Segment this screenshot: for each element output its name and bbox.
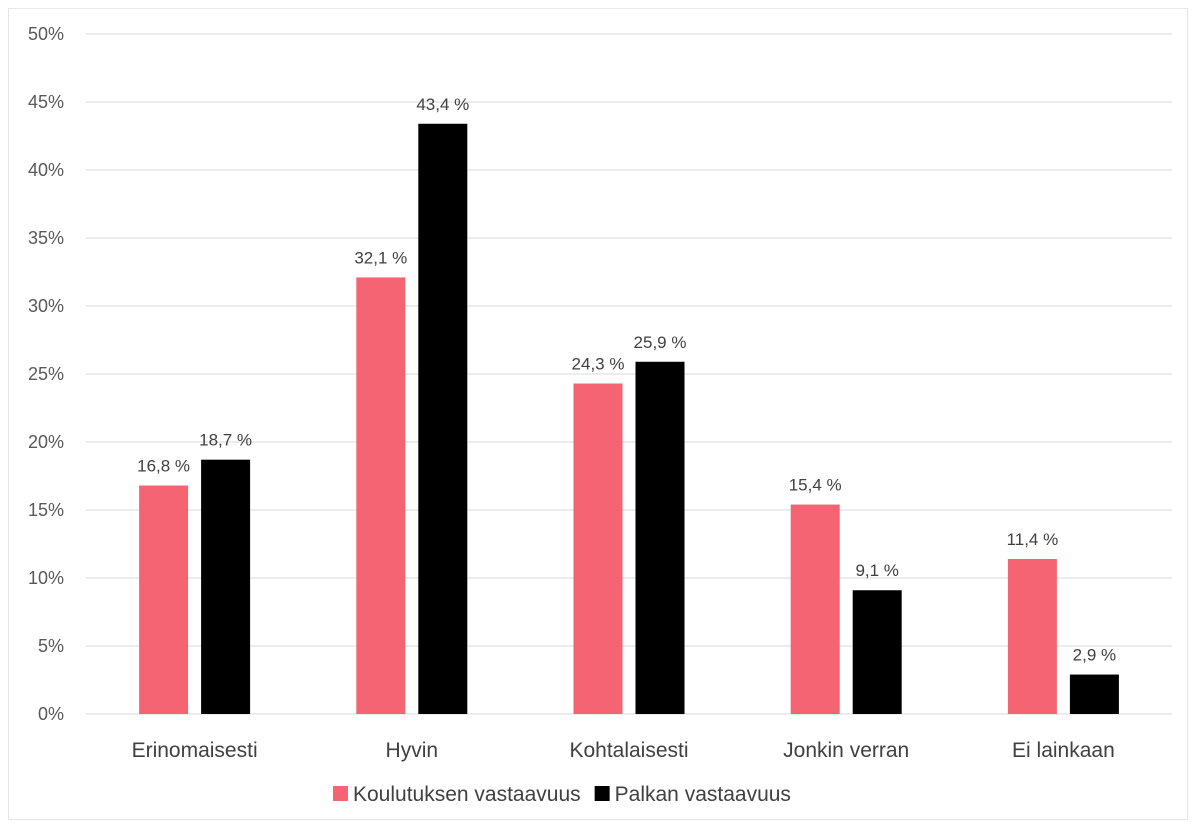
data-label: 15,4 % <box>789 476 842 495</box>
chart-frame <box>8 8 1188 820</box>
y-tick-label: 5% <box>38 636 64 656</box>
data-label: 16,8 % <box>137 457 190 476</box>
y-tick-label: 20% <box>28 432 64 452</box>
bar <box>1069 674 1119 714</box>
y-tick-label: 0% <box>38 704 64 724</box>
data-label: 43,4 % <box>416 95 469 114</box>
bar <box>852 590 902 714</box>
bar <box>418 123 468 714</box>
data-label: 32,1 % <box>354 248 407 267</box>
data-label: 9,1 % <box>855 561 898 580</box>
bar <box>356 277 406 714</box>
legend-label: Palkan vastaavuus <box>615 783 791 806</box>
y-tick-label: 25% <box>28 364 64 384</box>
data-label: 11,4 % <box>1007 530 1059 549</box>
y-tick-label: 40% <box>28 160 64 180</box>
data-label: 24,3 % <box>572 355 625 374</box>
x-tick-label: Ei lainkaan <box>1012 739 1115 762</box>
bar <box>139 485 189 714</box>
data-label: 2,9 % <box>1073 646 1116 665</box>
legend-label: Koulutuksen vastaavuus <box>353 783 581 806</box>
data-label: 25,9 % <box>634 333 687 352</box>
y-tick-label: 50% <box>28 24 64 44</box>
legend-swatch <box>333 786 348 801</box>
bar <box>635 361 685 714</box>
bar <box>1007 558 1057 714</box>
x-tick-label: Jonkin verran <box>783 739 909 762</box>
y-tick-label: 10% <box>28 568 64 588</box>
bar <box>790 504 840 714</box>
data-label: 18,7 % <box>199 431 252 450</box>
x-tick-label: Erinomaisesti <box>132 739 258 762</box>
x-tick-label: Hyvin <box>386 739 439 762</box>
y-tick-label: 45% <box>28 92 64 112</box>
y-tick-label: 15% <box>28 500 64 520</box>
bar <box>201 459 251 714</box>
x-tick-label: Kohtalaisesti <box>569 739 688 762</box>
y-tick-label: 35% <box>28 228 64 248</box>
legend-swatch <box>594 786 610 801</box>
y-tick-label: 30% <box>28 296 64 316</box>
bar <box>573 383 623 714</box>
